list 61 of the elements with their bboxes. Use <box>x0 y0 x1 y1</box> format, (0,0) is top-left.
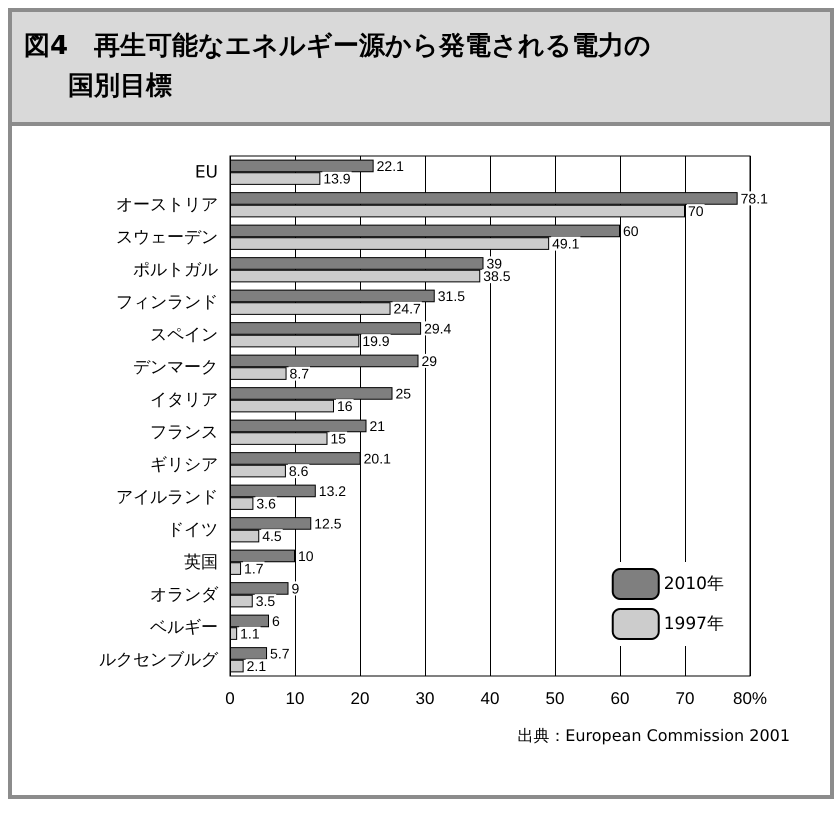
data-label: 39 <box>486 255 502 272</box>
legend-label: 1997年 <box>664 614 724 634</box>
data-label: 9 <box>292 580 300 596</box>
source-note: 出典：European Commission 2001 <box>516 726 790 747</box>
y-tick-label: ドイツ <box>167 520 218 540</box>
data-label: 70 <box>688 203 704 220</box>
x-tick-label: 70 <box>676 689 694 708</box>
data-label: 25 <box>396 385 412 402</box>
data-label: 21 <box>370 418 386 434</box>
data-label: 3.5 <box>256 593 276 610</box>
y-tick-label: ポルトガル <box>133 260 218 280</box>
y-tick-label: EU <box>194 162 218 182</box>
data-label: 29 <box>422 352 438 369</box>
data-label: 12.5 <box>314 515 342 532</box>
x-tick-label: 60 <box>610 689 630 708</box>
y-tick-label: オーストリア <box>116 194 218 215</box>
data-label: 19.9 <box>362 333 390 350</box>
data-label: 15 <box>330 430 346 447</box>
legend-label: 2010年 <box>664 574 724 594</box>
data-label: 3.6 <box>256 496 276 512</box>
y-tick-label: アイルランド <box>116 487 218 508</box>
data-label: 4.5 <box>262 528 282 544</box>
y-tick-label: デンマーク <box>133 357 218 378</box>
x-tick-label: 30 <box>416 689 434 708</box>
y-tick-label: フィンランド <box>116 292 218 312</box>
y-tick-label: フランス <box>150 422 218 442</box>
data-label: 29.4 <box>424 320 452 336</box>
y-tick-label: ルクセンブルグ <box>99 650 219 670</box>
data-label: 31.5 <box>438 288 466 304</box>
data-label: 13.2 <box>318 482 346 499</box>
y-tick-label: オランダ <box>150 584 219 605</box>
x-tick-label: 0 <box>225 689 235 708</box>
data-label: 13.9 <box>323 170 351 187</box>
data-label: 20.1 <box>364 450 392 466</box>
data-label: 2.1 <box>246 658 266 674</box>
y-tick-label: イタリア <box>150 390 218 410</box>
y-tick-label: ベルギー <box>150 617 218 638</box>
data-label: 1.1 <box>240 626 260 642</box>
data-label: 10 <box>298 548 314 564</box>
x-tick-label: 10 <box>286 689 304 708</box>
data-label: 1.7 <box>244 560 264 577</box>
x-tick-label: 50 <box>546 689 564 708</box>
x-tick-label: 20 <box>350 689 370 708</box>
data-label: 24.7 <box>394 300 422 317</box>
data-label: 78.1 <box>740 190 768 206</box>
data-label: 16 <box>337 398 353 414</box>
data-label: 60 <box>623 222 639 239</box>
data-label: 49.1 <box>552 236 580 252</box>
data-label: 8.7 <box>290 366 310 382</box>
x-tick-label: 40 <box>480 689 500 708</box>
data-label: 8.6 <box>288 463 309 480</box>
y-tick-label: スペイン <box>150 324 218 345</box>
x-tick-label: 80% <box>732 689 768 708</box>
y-tick-label: 英国 <box>184 552 218 572</box>
data-label: 6 <box>272 612 280 629</box>
y-tick-label: ギリシア <box>150 454 218 475</box>
y-tick-label: スウェーデン <box>116 227 218 248</box>
data-label: 22.1 <box>376 158 404 174</box>
data-label: 38.5 <box>483 268 511 284</box>
data-label: 5.7 <box>270 645 290 662</box>
chart-title: 図4 再生可能なエネルギー源から発電される電力の国別目標 <box>12 12 830 126</box>
